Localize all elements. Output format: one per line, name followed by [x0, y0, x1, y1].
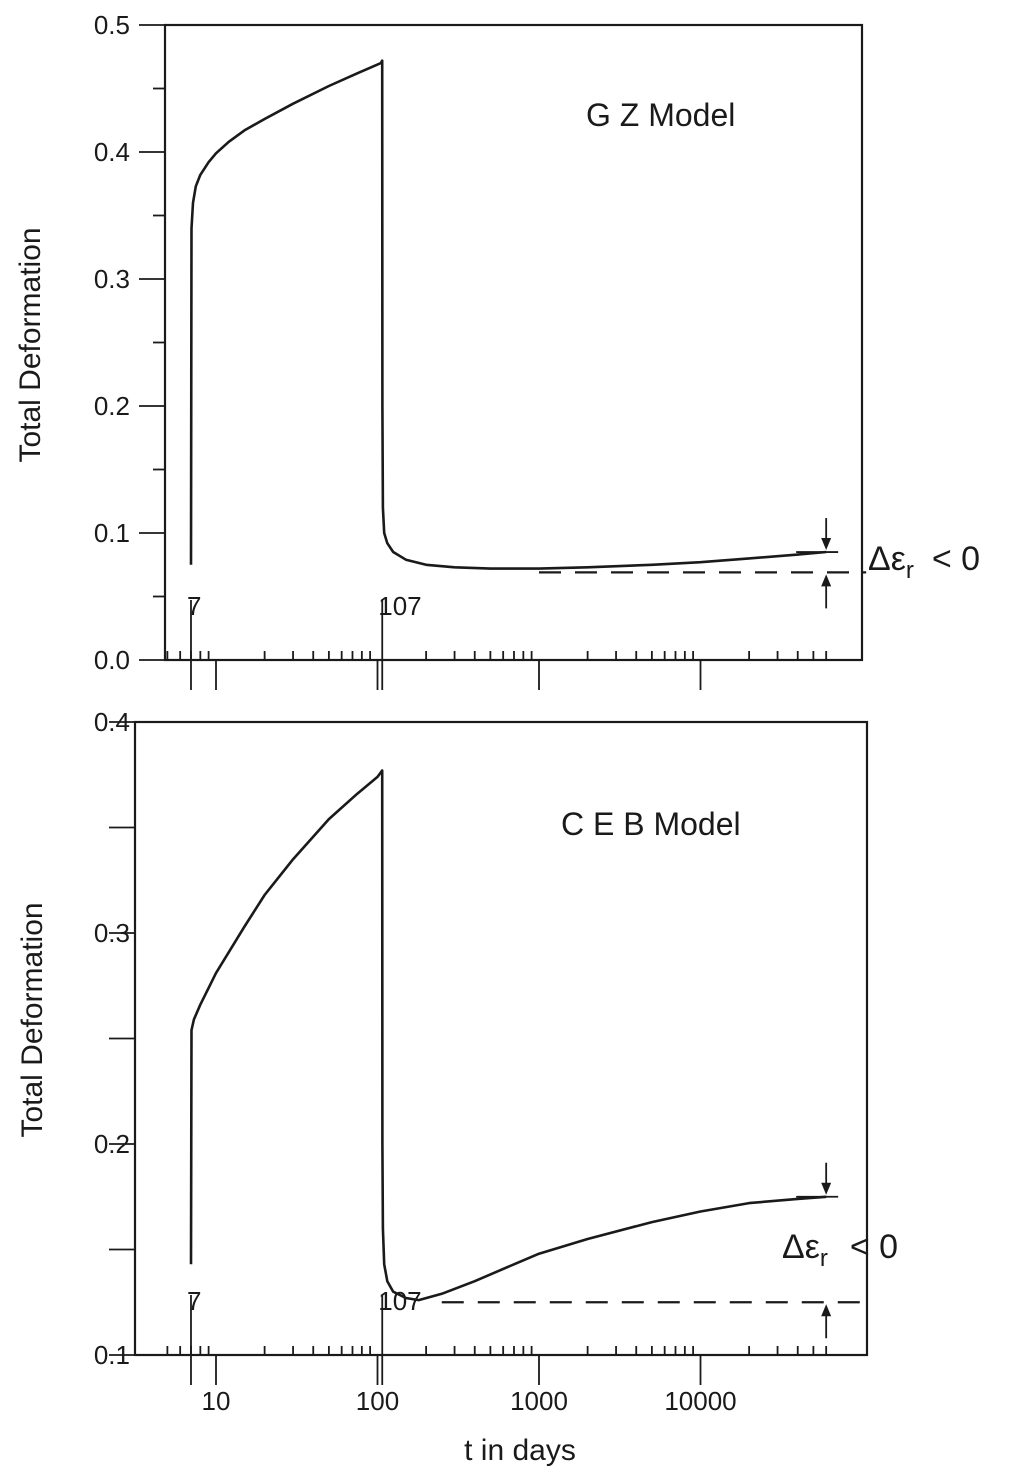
ceb-delta-arrowhead-up: [821, 1304, 832, 1317]
ceb-y-tick-label: 0.3: [94, 918, 130, 948]
ceb-marker-label-107: 107: [378, 1286, 421, 1316]
gz-plot-frame: [163, 23, 864, 662]
gz-data-marks: 7 107: [187, 59, 867, 690]
panel-ceb-model: 0.1 0.2 0.3 0.4 10 100 1000 10000 C E B Model T…: [16, 707, 898, 1467]
ceb-y-tick-label: 0.2: [94, 1129, 130, 1159]
ceb-x-tick-label: 10000: [664, 1386, 736, 1416]
gz-y-tick-label: 0.0: [94, 645, 130, 675]
ceb-y-tick-label: 0.4: [94, 707, 130, 737]
gz-model-title: G Z Model: [586, 97, 735, 133]
ceb-axis-ticks: 0.1 0.2 0.3 0.4 10 100 1000 10000: [94, 707, 828, 1416]
gz-y-tick-label: 0.3: [94, 264, 130, 294]
gz-y-tick-label: 0.4: [94, 137, 130, 167]
gz-annotation-subscript: r: [906, 557, 914, 584]
gz-delta-arrowhead-down: [821, 538, 832, 551]
ceb-annotation-symbol: Δε: [782, 1228, 820, 1266]
ceb-annotation: Δεr < 0: [782, 1228, 898, 1272]
x-axis-title: t in days: [464, 1434, 576, 1467]
ceb-model-title: C E B Model: [561, 806, 741, 842]
gz-axis-ticks: 0.0 0.1 0.2 0.3 0.4 0.5: [94, 10, 828, 690]
ceb-y-axis-label: Total Deformation: [16, 902, 49, 1137]
gz-annotation-symbol: Δε: [868, 540, 906, 578]
gz-delta-arrowhead-up: [821, 574, 832, 587]
gz-y-tick-label: 0.2: [94, 391, 130, 421]
gz-y-tick-label: 0.5: [94, 10, 130, 40]
ceb-data-marks: 7 107: [187, 769, 867, 1385]
gz-annotation-suffix: < 0: [932, 540, 980, 578]
gz-annotation: Δεr < 0: [868, 540, 980, 584]
ceb-x-tick-label: 1000: [510, 1386, 568, 1416]
ceb-annotation-suffix: < 0: [850, 1228, 898, 1266]
gz-deformation-curve: [189, 59, 827, 570]
ceb-x-tick-label: 10: [202, 1386, 231, 1416]
ceb-deformation-curve: [189, 769, 827, 1302]
ceb-marker-label-7: 7: [187, 1286, 201, 1316]
gz-marker-label-107: 107: [378, 591, 421, 621]
gz-y-axis-label: Total Deformation: [14, 227, 47, 462]
gz-marker-label-7: 7: [187, 591, 201, 621]
ceb-delta-arrowhead-down: [821, 1182, 832, 1195]
ceb-y-tick-label: 0.1: [94, 1340, 130, 1370]
panel-gz-model: 0.0 0.1 0.2 0.3 0.4 0.5 G Z Model Total Defor…: [14, 10, 980, 690]
ceb-plot-frame: [133, 720, 869, 1357]
gz-y-tick-label: 0.1: [94, 518, 130, 548]
ceb-annotation-subscript: r: [820, 1245, 828, 1272]
ceb-x-tick-label: 100: [356, 1386, 399, 1416]
